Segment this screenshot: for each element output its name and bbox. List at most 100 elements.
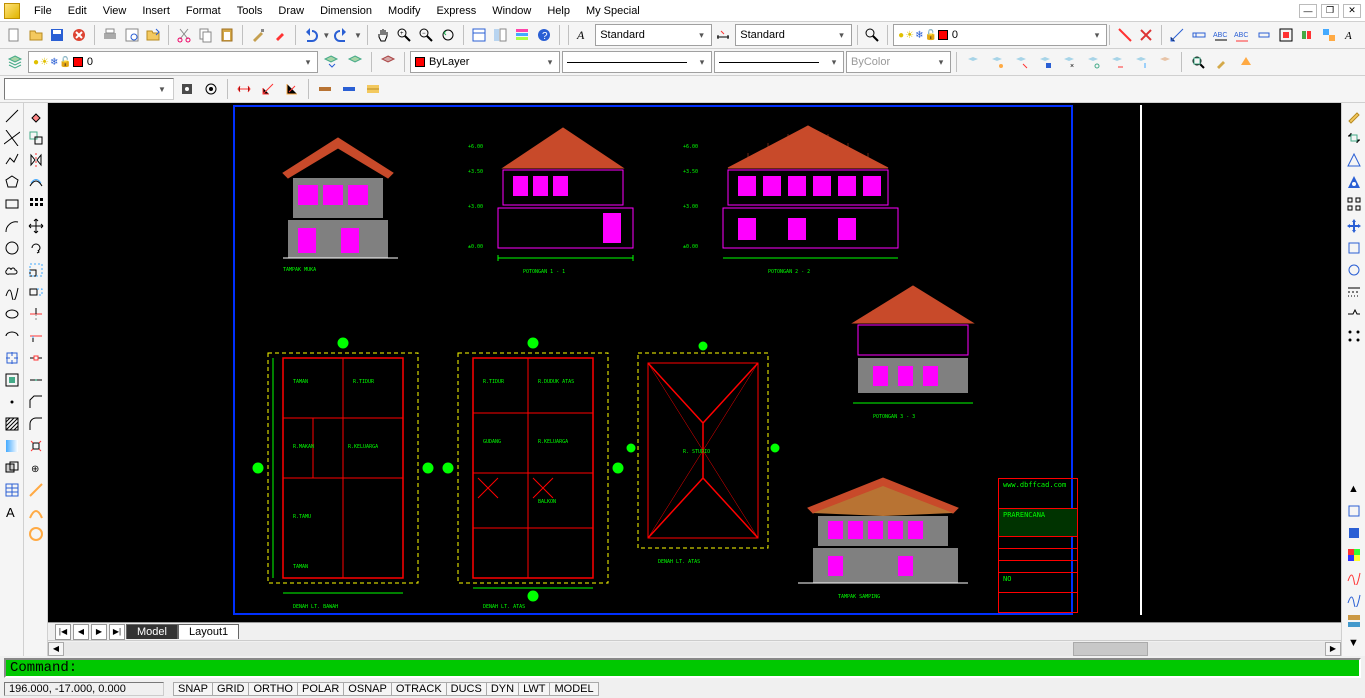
rotate-button[interactable] — [25, 237, 47, 259]
dimstyle-combo[interactable]: Standard ▾ — [735, 24, 851, 46]
r-spline-button[interactable] — [1343, 566, 1365, 588]
menu-format[interactable]: Format — [178, 3, 229, 19]
lay-t7-button[interactable] — [1106, 51, 1128, 73]
table-button[interactable] — [1, 479, 23, 501]
move-button[interactable] — [25, 215, 47, 237]
tab-nav-last[interactable]: ▶| — [109, 624, 125, 640]
lay-t5-button[interactable]: × — [1058, 51, 1080, 73]
r-extend-button[interactable] — [1343, 325, 1365, 347]
adc-button[interactable] — [490, 24, 510, 46]
vscroll-down[interactable]: ▼ — [1343, 632, 1365, 654]
circle-button[interactable] — [1, 237, 23, 259]
ex-d-button[interactable] — [25, 523, 47, 545]
gradient-button[interactable] — [1, 435, 23, 457]
snap-toggle[interactable]: SNAP — [173, 682, 213, 696]
command-line[interactable]: Command: — [4, 658, 1361, 678]
sp-g-button[interactable] — [338, 78, 360, 100]
block-button[interactable] — [1, 369, 23, 391]
help-button[interactable]: ? — [534, 24, 554, 46]
dim-dia-button[interactable] — [1276, 24, 1296, 46]
layer-combo[interactable]: ● ☀ ❄ 🔓 0 ▾ — [28, 51, 318, 73]
grid-toggle[interactable]: GRID — [212, 682, 250, 696]
ortho-toggle[interactable]: ORTHO — [248, 682, 298, 696]
lay-t1-button[interactable] — [962, 51, 984, 73]
drawing-canvas[interactable]: TAMPAK MUKA POTONGAN 1 - 1 +6.00+3.50+3.… — [48, 103, 1341, 622]
tblstyle-icon[interactable] — [862, 24, 882, 46]
sp-d-button[interactable] — [257, 78, 279, 100]
dim-rad-button[interactable] — [1254, 24, 1274, 46]
publish-button[interactable] — [143, 24, 163, 46]
command-input[interactable] — [4, 78, 174, 100]
r-array-button[interactable] — [1343, 193, 1365, 215]
r-offset-button[interactable] — [1343, 171, 1365, 193]
mirror-button[interactable] — [25, 149, 47, 171]
zoom-win-button[interactable]: − — [416, 24, 436, 46]
layer-state-button[interactable] — [344, 51, 366, 73]
menu-modify[interactable]: Modify — [380, 3, 428, 19]
textstyle-icon[interactable]: A — [573, 24, 593, 46]
paste-button[interactable] — [218, 24, 238, 46]
extend-button[interactable] — [25, 325, 47, 347]
layer-iso-button[interactable] — [377, 51, 399, 73]
menu-tools[interactable]: Tools — [229, 3, 271, 19]
menu-window[interactable]: Window — [484, 3, 539, 19]
layer-prev-button[interactable] — [320, 51, 342, 73]
osnap-toggle[interactable]: OSNAP — [343, 682, 392, 696]
mtext-button[interactable]: A — [1, 501, 23, 523]
sp-h-button[interactable] — [362, 78, 384, 100]
dyn-toggle[interactable]: DYN — [486, 682, 519, 696]
line-button[interactable] — [1, 105, 23, 127]
offset-button[interactable] — [25, 171, 47, 193]
zoom-rt-button[interactable]: + — [395, 24, 415, 46]
close-button[interactable] — [69, 24, 89, 46]
r-more-button[interactable] — [1343, 610, 1365, 632]
r-rotate-button[interactable] — [1343, 237, 1365, 259]
chamfer-button[interactable] — [25, 391, 47, 413]
array-button[interactable] — [25, 193, 47, 215]
lay-t8-button[interactable] — [1130, 51, 1152, 73]
paint-tool-button[interactable] — [1211, 51, 1233, 73]
lwt-toggle[interactable]: LWT — [518, 682, 550, 696]
color-combo[interactable]: ByLayer ▾ — [410, 51, 560, 73]
r-box-button[interactable] — [1343, 500, 1365, 522]
ex-c-button[interactable] — [25, 501, 47, 523]
paint-button[interactable] — [270, 24, 290, 46]
model-toggle[interactable]: MODEL — [549, 682, 598, 696]
layerfind-combo[interactable]: ● ☀ ❄ 🔓 0 ▾ — [893, 24, 1107, 46]
r-move-button[interactable] — [1343, 215, 1365, 237]
join-button[interactable] — [25, 369, 47, 391]
tab-nav-prev[interactable]: ◀ — [73, 624, 89, 640]
menu-file[interactable]: File — [26, 3, 60, 19]
menu-draw[interactable]: Draw — [270, 3, 312, 19]
matchprop-button[interactable] — [248, 24, 268, 46]
lineweight-combo[interactable]: ByLayer ▾ — [714, 51, 844, 73]
open-button[interactable] — [26, 24, 46, 46]
menu-myspecial[interactable]: My Special — [578, 3, 648, 19]
ex-a-button[interactable]: ⊕ — [25, 457, 47, 479]
scale-button[interactable] — [25, 259, 47, 281]
scroll-left-button[interactable]: ◀ — [48, 642, 64, 656]
print-button[interactable] — [100, 24, 120, 46]
sp-a-button[interactable] — [176, 78, 198, 100]
redo-button[interactable] — [332, 24, 352, 46]
lay-t9-button[interactable] — [1154, 51, 1176, 73]
ellipsearc-button[interactable] — [1, 325, 23, 347]
arc-button[interactable] — [1, 215, 23, 237]
lay-t6-button[interactable] — [1082, 51, 1104, 73]
dimstyle-icon[interactable] — [714, 24, 734, 46]
menu-dimension[interactable]: Dimension — [312, 3, 380, 19]
r-trim-button[interactable] — [1343, 303, 1365, 325]
insert-button[interactable] — [1, 347, 23, 369]
polygon-button[interactable] — [1, 171, 23, 193]
lay-t4-button[interactable] — [1034, 51, 1056, 73]
rect-button[interactable] — [1, 193, 23, 215]
ellipse-button[interactable] — [1, 303, 23, 325]
menu-view[interactable]: View — [95, 3, 135, 19]
hatch-button[interactable] — [1, 413, 23, 435]
horizontal-scrollbar[interactable]: ◀ ▶ — [48, 640, 1341, 656]
plotstyle-combo[interactable]: ByColor ▾ — [846, 51, 951, 73]
r-grad-button[interactable] — [1343, 588, 1365, 610]
r-copy-button[interactable] — [1343, 127, 1365, 149]
undo-drop[interactable]: ▼ — [322, 31, 330, 40]
menu-insert[interactable]: Insert — [134, 3, 178, 19]
